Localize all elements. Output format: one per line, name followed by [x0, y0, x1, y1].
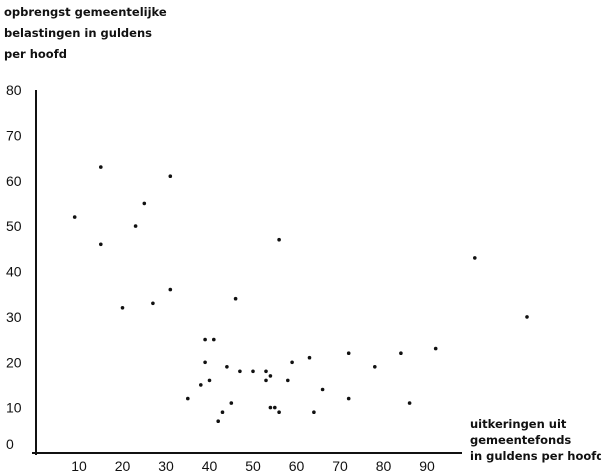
data-point: [120, 306, 125, 310]
data-point: [251, 369, 255, 374]
data-point: [407, 401, 412, 405]
y-tick-label: 30: [6, 309, 22, 325]
data-point: [203, 360, 207, 365]
data-point: [225, 365, 229, 369]
data-point: [203, 337, 207, 342]
data-point: [346, 351, 351, 356]
x-tick-labels: 10 20 30 40 50 60 70 80 90: [71, 458, 435, 474]
data-point: [277, 410, 281, 415]
data-point: [133, 224, 138, 228]
x-tick-label: 20: [115, 458, 131, 474]
x-axis-title: uitkeringen uit gemeentefonds in guldens…: [470, 417, 601, 463]
y-tick-label: 60: [6, 173, 22, 189]
data-point: [216, 419, 220, 424]
data-point: [72, 215, 77, 219]
y-tick-label: 70: [6, 127, 22, 143]
data-point: [320, 387, 325, 392]
data-point: [220, 410, 225, 415]
x-tick-label: 10: [71, 458, 87, 474]
data-point: [373, 365, 377, 369]
data-point: [268, 405, 273, 410]
data-point: [186, 396, 190, 401]
data-point: [207, 378, 212, 383]
data-point: [151, 301, 155, 306]
y-tick-label: 50: [6, 218, 22, 234]
x-tick-label: 90: [419, 458, 435, 474]
data-point: [168, 287, 173, 292]
y-tick-label: 10: [6, 400, 22, 416]
x-axis-title-line: gemeentefonds: [470, 433, 571, 447]
x-tick-label: 40: [202, 458, 218, 474]
data-point: [290, 360, 294, 365]
data-point: [433, 346, 438, 351]
data-point: [473, 256, 477, 260]
y-axis-title-line: per hoofd: [4, 47, 67, 61]
data-point: [277, 237, 281, 242]
y-axis-title-line: opbrengst gemeentelijke: [4, 5, 167, 19]
y-tick-label: 20: [6, 354, 22, 370]
y-tick-labels: 0 10 20 30 40 50 60 70 80: [6, 82, 22, 452]
data-point: [273, 405, 277, 410]
data-point: [233, 296, 238, 301]
data-point: [238, 369, 242, 374]
y-tick-label: 80: [6, 82, 22, 98]
x-tick-label: 50: [245, 458, 261, 474]
data-point: [268, 374, 273, 378]
data-point: [525, 315, 529, 319]
data-points: [72, 165, 529, 424]
data-point: [399, 351, 403, 356]
x-axis-title-line: uitkeringen uit: [470, 417, 567, 431]
data-point: [286, 378, 290, 383]
x-tick-label: 30: [158, 458, 174, 474]
data-point: [264, 369, 268, 374]
data-point: [99, 242, 103, 247]
x-tick-label: 70: [332, 458, 348, 474]
data-point: [312, 410, 316, 415]
data-point: [212, 337, 216, 342]
y-tick-label: 40: [6, 264, 22, 280]
data-point: [346, 396, 351, 401]
data-point: [199, 383, 203, 387]
x-axis-title-line: in guldens per hoofd: [470, 449, 601, 463]
data-point: [99, 165, 103, 169]
data-point: [264, 378, 268, 383]
data-point: [142, 201, 147, 206]
y-axis-title-line: belastingen in guldens: [4, 26, 152, 40]
data-point: [168, 174, 173, 178]
x-tick-label: 80: [376, 458, 392, 474]
y-axis-title: opbrengst gemeentelijke belastingen in g…: [4, 5, 167, 61]
x-tick-label: 60: [289, 458, 305, 474]
data-point: [229, 401, 234, 405]
y-tick-label: 0: [6, 436, 14, 452]
data-point: [307, 355, 312, 360]
